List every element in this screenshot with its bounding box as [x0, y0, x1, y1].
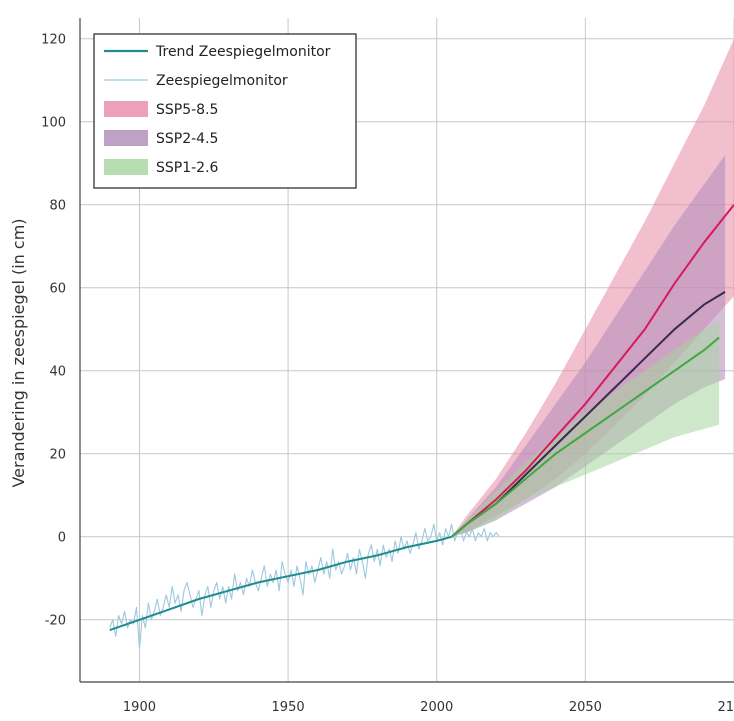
y-tick-label: 100 [41, 115, 66, 130]
y-tick-label: 20 [49, 447, 66, 462]
legend-swatch [104, 101, 148, 117]
y-tick-label: 80 [49, 198, 66, 213]
x-tick-label: 2050 [569, 700, 602, 715]
legend-label: SSP5-8.5 [156, 102, 218, 118]
median-ssp5-8.5 [450, 204, 734, 538]
legend-label: Trend Zeespiegelmonitor [155, 44, 331, 60]
legend-label: SSP1-2.6 [156, 160, 219, 176]
trend-line [109, 535, 452, 632]
median-ssp1-2.6 [450, 336, 720, 538]
legend-label: Zeespiegelmonitor [156, 73, 288, 89]
y-tick-label: 0 [58, 530, 66, 545]
legend-swatch [104, 159, 148, 175]
y-axis-label: Verandering in zeespiegel (in cm) [9, 218, 28, 487]
x-tick-label: 2100 [717, 700, 734, 715]
axes: 1900 1950 2000 2050 2100 -20 0 20 40 60 80 100 120 [41, 18, 734, 715]
y-tick-label: -20 [45, 613, 66, 628]
x-tick-label: 1950 [272, 700, 305, 715]
series-lines [109, 204, 734, 650]
observed-line [109, 523, 500, 650]
legend: Trend Zeespiegelmonitor Zeespiegelmonitor… [93, 33, 357, 189]
x-tick-label: 2000 [420, 700, 453, 715]
legend-swatch [104, 130, 148, 146]
y-tick-label: 60 [49, 281, 66, 296]
x-tick-label: 1900 [123, 700, 156, 715]
legend-label: SSP2-4.5 [156, 131, 218, 147]
y-tick-label: 40 [49, 364, 66, 379]
y-tick-label: 120 [41, 32, 66, 47]
